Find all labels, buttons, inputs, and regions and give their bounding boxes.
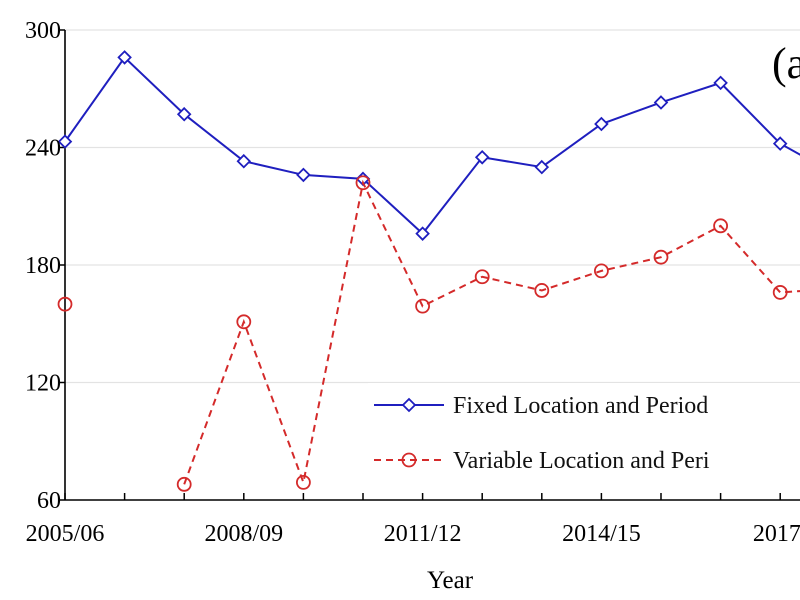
- legend-label: Fixed Location and Period: [453, 393, 708, 419]
- data-point-circle: [772, 285, 788, 300]
- data-point-circle: [295, 474, 311, 490]
- data-point-circle: [534, 283, 550, 298]
- y-tick-label: 60: [37, 488, 61, 514]
- gridlines: [59, 29, 800, 501]
- legend-item-0: Fixed Location and Period: [368, 383, 800, 427]
- legend-marker: [401, 397, 417, 413]
- series-line: [64, 55, 800, 236]
- data-point-circle: [176, 476, 192, 492]
- data-point-circle: [594, 263, 609, 279]
- data-point-diamond: [415, 226, 430, 241]
- data-point-diamond: [117, 50, 132, 65]
- x-axis-title: Year: [427, 567, 474, 594]
- series-1: [57, 175, 800, 492]
- panel-label: (a: [772, 39, 800, 88]
- data-point-diamond: [653, 95, 669, 110]
- data-point-circle: [355, 175, 371, 191]
- data-point-circle: [415, 298, 431, 314]
- data-point-circle: [713, 218, 728, 234]
- series-0: [57, 50, 800, 241]
- series-layer: [57, 50, 800, 492]
- data-point-diamond: [772, 136, 788, 151]
- data-point-circle: [57, 296, 73, 312]
- data-point-diamond: [176, 106, 192, 122]
- legend-label: Variable Location and Peri: [453, 448, 710, 474]
- x-tick-label: 2008/09: [204, 521, 283, 547]
- data-point-circle: [236, 314, 252, 330]
- data-point-diamond: [534, 159, 550, 175]
- data-point-diamond: [594, 116, 609, 132]
- y-tick-label: 120: [25, 371, 61, 397]
- x-tick-label: 2005/06: [26, 521, 105, 547]
- legend-item-1: Variable Location and Peri: [368, 438, 800, 482]
- x-tick-label: 2017/: [753, 521, 800, 547]
- data-point-circle: [474, 269, 490, 285]
- x-tick-label: 2014/15: [562, 521, 641, 547]
- x-tick-label: 2011/12: [384, 521, 462, 547]
- y-tick-label: 180: [25, 253, 61, 279]
- data-point-diamond: [296, 167, 311, 183]
- series-line: [183, 179, 800, 487]
- data-point-diamond: [474, 150, 490, 165]
- y-tick-label: 300: [25, 18, 61, 44]
- data-point-circle: [653, 249, 669, 265]
- data-point-diamond: [57, 134, 73, 149]
- data-point-diamond: [713, 75, 728, 91]
- x-ticks: [64, 493, 781, 500]
- data-point-diamond: [236, 153, 252, 169]
- x-tick-labels: 2005/06 2008/09 2011/12 2014/15 2017/: [26, 521, 800, 547]
- legend: Fixed Location and Period Variable Locati…: [368, 383, 800, 482]
- y-tick-label: 240: [25, 136, 61, 162]
- legend-marker: [401, 452, 417, 468]
- y-tick-labels: 60 120 180 240 300: [25, 18, 61, 514]
